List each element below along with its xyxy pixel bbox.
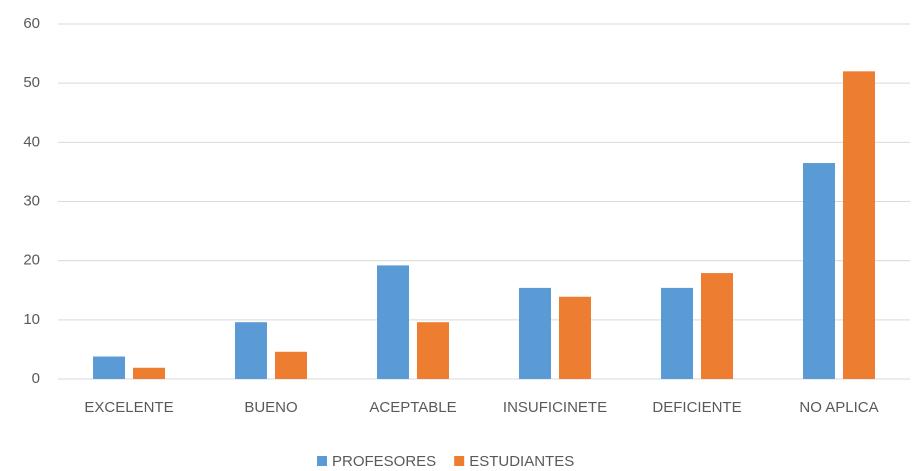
bar [275,351,307,379]
legend-swatch [454,456,465,466]
bar [559,296,591,379]
x-tick-label: BUENO [244,399,297,416]
legend-swatch [317,456,327,466]
bar [235,322,267,379]
x-tick-label: NO APLICA [799,399,878,416]
y-tick-label: 0 [32,370,40,387]
bar [93,356,125,379]
bar [843,71,875,379]
y-tick-label: 60 [23,15,40,32]
x-tick-label: INSUFICINETE [503,399,607,416]
y-tick-label: 40 [23,133,40,150]
bar [803,163,835,379]
bar [701,273,733,379]
legend-label: PROFESORES [332,453,436,470]
legend-label: ESTUDIANTES [469,453,574,470]
bar [661,287,693,379]
y-tick-label: 20 [23,252,40,269]
bar [417,322,449,379]
y-tick-label: 10 [23,311,40,328]
x-tick-label: DEFICIENTE [652,399,741,416]
y-tick-label: 50 [23,74,40,91]
x-tick-label: ACEPTABLE [369,399,456,416]
bar [133,367,165,379]
bar [519,287,551,379]
y-tick-label: 30 [23,192,40,209]
bar [377,265,409,379]
x-tick-label: EXCELENTE [84,399,173,416]
